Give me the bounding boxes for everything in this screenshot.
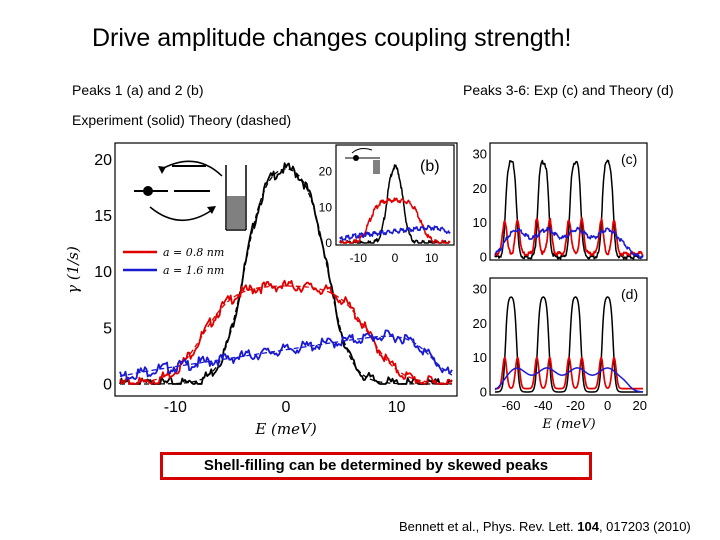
series-a-black-theory — [120, 168, 452, 385]
panel-c-label: (c) — [621, 151, 637, 167]
ytick-c-0: 0 — [480, 250, 487, 265]
caption-experiment-theory: Experiment (solid) Theory (dashed) — [72, 112, 292, 128]
ytick-a-1: 5 — [103, 320, 112, 337]
ytick-a-3: 15 — [94, 208, 112, 225]
xtick-a-2: 10 — [388, 399, 406, 416]
series-a-red — [119, 279, 453, 385]
plot-d: 0 10 20 30 -60 -40 -20 0 20 — [473, 281, 647, 413]
schematic-arrow-up — [159, 160, 223, 177]
xtick-b-1: 0 — [392, 251, 399, 265]
series-b-black — [339, 164, 451, 244]
series-a-red-theory — [120, 285, 452, 385]
panel-d-xlabel: E (meV) — [541, 417, 595, 432]
panel-a-frame — [114, 142, 458, 397]
inset-arrow — [351, 148, 373, 154]
xtick-d-0: -60 — [502, 398, 521, 413]
schematic-inset — [134, 160, 247, 231]
ytick-b-1: 10 — [319, 200, 333, 214]
panel-d-label: (d) — [621, 286, 638, 302]
ytick-d-2: 20 — [473, 316, 487, 331]
panel-b-inset-icon — [345, 148, 380, 174]
ytick-d-1: 10 — [473, 350, 487, 365]
callout-box: Shell-filling can be determined by skewe… — [160, 452, 592, 480]
series-c-blue — [494, 226, 644, 259]
ytick-c-1: 10 — [473, 215, 487, 230]
series-c-red — [494, 216, 644, 257]
series-c-black — [494, 159, 644, 260]
ytick-d-0: 0 — [480, 385, 487, 400]
ytick-c-3: 30 — [473, 146, 487, 161]
ytick-c-2: 20 — [473, 181, 487, 196]
panel-a-ylabel: γ (1/s) — [64, 246, 82, 294]
xtick-a-0: -10 — [164, 399, 187, 416]
xtick-d-2: -20 — [566, 398, 585, 413]
series-d-blue — [494, 367, 644, 393]
caption-peaks-1-2: Peaks 1 (a) and 2 (b) — [72, 82, 204, 98]
ytick-b-0: 0 — [325, 236, 332, 250]
series-b-red — [339, 197, 451, 244]
series-d-red — [494, 356, 644, 390]
ytick-d-3: 30 — [473, 281, 487, 296]
caption-peaks-3-6: Peaks 3-6: Exp (c) and Theory (d) — [463, 82, 674, 98]
ytick-b-2: 20 — [319, 165, 333, 179]
xtick-b-2: 10 — [425, 251, 439, 265]
citation-volume: 104 — [577, 519, 599, 534]
legend-red-label: a = 0.8 nm — [163, 246, 224, 259]
legend-a: a = 0.8 nm a = 1.6 nm — [123, 246, 224, 277]
xtick-d-1: -40 — [534, 398, 553, 413]
series-d-black — [494, 296, 644, 393]
xtick-d-3: 0 — [604, 398, 611, 413]
ytick-a-2: 10 — [94, 264, 112, 281]
citation-suffix: , 017203 (2010) — [598, 519, 691, 534]
series-b-blue — [339, 224, 451, 241]
panel-b-label: (b) — [420, 158, 440, 175]
inset-reservoir — [373, 160, 380, 174]
schematic-arrow-down — [149, 206, 213, 222]
xtick-b-0: -10 — [350, 251, 368, 265]
ytick-a-4: 20 — [94, 152, 112, 169]
xtick-d-4: 20 — [633, 398, 647, 413]
schematic-arrowhead-down — [207, 206, 216, 214]
series-a-blue-theory — [119, 335, 453, 378]
legend-blue-label: a = 1.6 nm — [163, 264, 224, 277]
slide-title: Drive amplitude changes coupling strengt… — [92, 24, 572, 52]
ytick-a-0: 0 — [103, 377, 112, 394]
schematic-arrowhead-up — [158, 166, 166, 174]
citation: Bennett et al., Phys. Rev. Lett. 104, 01… — [399, 519, 691, 534]
series-a-black — [119, 162, 453, 385]
schematic-reservoir — [227, 196, 245, 229]
series-a-blue — [119, 329, 453, 381]
plot-a: 0 5 10 15 20 -10 0 10 — [94, 152, 453, 416]
citation-prefix: Bennett et al., Phys. Rev. Lett. — [399, 519, 578, 534]
plot-c: 0 10 20 30 — [473, 146, 644, 265]
panel-c-frame — [489, 142, 648, 261]
plot-b: 0 10 20 -10 0 10 — [319, 164, 451, 265]
xtick-a-1: 0 — [282, 399, 291, 416]
panel-d-frame — [489, 277, 648, 396]
panel-a-xlabel: E (meV) — [254, 420, 317, 438]
